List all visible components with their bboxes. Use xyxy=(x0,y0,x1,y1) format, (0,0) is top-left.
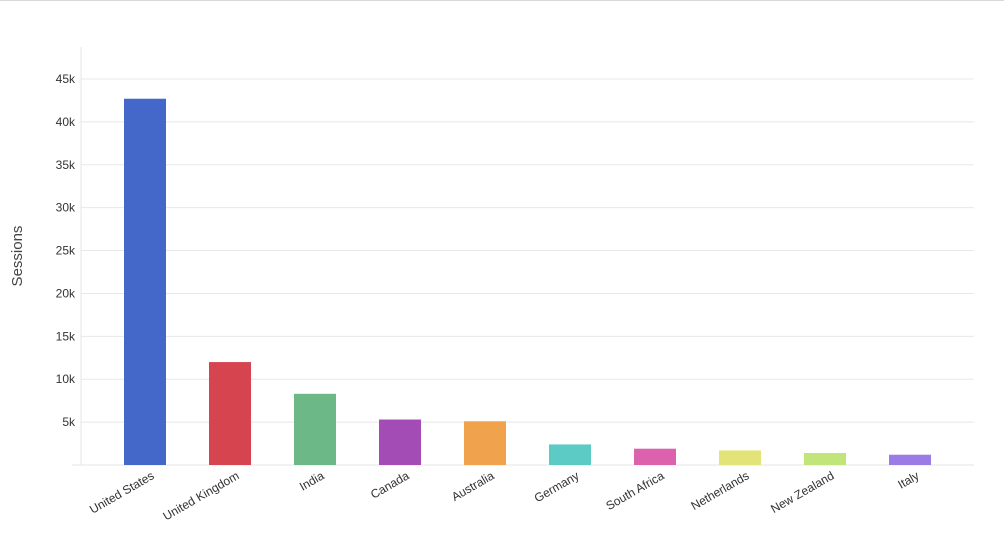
x-tick-label: India xyxy=(297,468,327,493)
x-tick-label: United States xyxy=(87,468,156,516)
bar-united-states[interactable] xyxy=(124,98,166,466)
y-tick-label: 5k xyxy=(62,415,76,429)
y-tick-label: 40k xyxy=(56,115,76,129)
y-tick-labels: 5k 10k 15k 20k 25k 30k 35k 40k 45k xyxy=(56,72,76,429)
x-tick-label: United Kingdom xyxy=(161,468,242,523)
y-tick-label: 45k xyxy=(56,72,76,86)
bar-italy[interactable] xyxy=(889,454,931,465)
bar-south-africa[interactable] xyxy=(634,448,676,465)
x-tick-label: Australia xyxy=(449,468,497,504)
x-tick-label: Germany xyxy=(532,468,582,505)
y-tick-label: 25k xyxy=(56,244,76,258)
y-tick-label: 20k xyxy=(56,286,76,300)
bar-canada[interactable] xyxy=(379,419,421,465)
x-tick-label: Netherlands xyxy=(688,468,751,512)
axes xyxy=(72,47,974,466)
x-tick-labels: United States United Kingdom India Canada Au… xyxy=(87,468,921,523)
bar-netherlands[interactable] xyxy=(719,450,761,465)
x-tick-label: Italy xyxy=(895,468,921,491)
x-tick-label: South Africa xyxy=(603,468,666,513)
bar-india[interactable] xyxy=(294,393,336,465)
x-tick-label: New Zealand xyxy=(768,468,836,515)
bars xyxy=(124,98,931,466)
y-tick-label: 30k xyxy=(56,201,76,215)
y-tick-label: 35k xyxy=(56,158,76,172)
bar-australia[interactable] xyxy=(464,421,506,465)
y-axis-title: Sessions xyxy=(9,226,26,287)
y-tick-label: 15k xyxy=(56,329,76,343)
bar-germany[interactable] xyxy=(549,444,591,465)
bar-new-zealand[interactable] xyxy=(804,452,846,465)
bar-united-kingdom[interactable] xyxy=(209,362,251,465)
x-tick-label: Canada xyxy=(368,468,412,501)
y-tick-label: 10k xyxy=(56,372,76,386)
